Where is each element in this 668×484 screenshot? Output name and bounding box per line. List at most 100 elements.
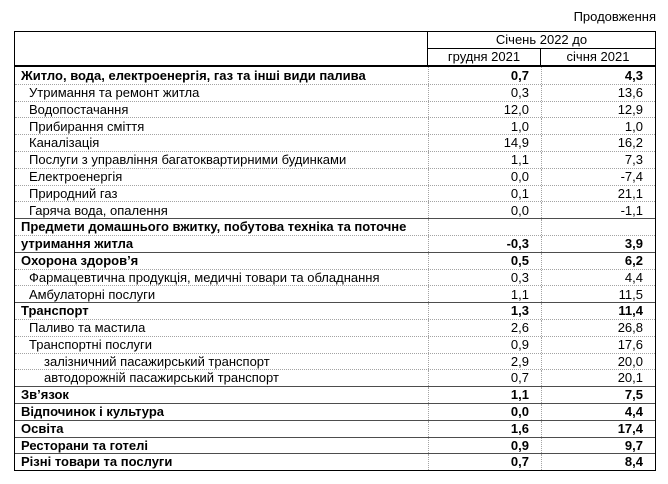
value-jan-cell: 20,1 [541, 370, 655, 387]
value-dec-cell: 14,9 [428, 135, 541, 151]
value-dec-cell: 0,0 [428, 202, 541, 219]
value-dec-cell: 0,7 [428, 454, 541, 471]
value-jan-cell: 7,5 [541, 387, 655, 403]
row-label-cell: Різні товари та послуги [21, 454, 173, 470]
row-label-cell: Предмети домашнього вжитку, побутова тех… [21, 219, 407, 235]
value-jan-cell: 11,4 [541, 303, 655, 319]
row-label-cell: Амбулаторні послуги [29, 286, 156, 302]
value-jan-cell: 13,6 [541, 84, 655, 101]
table-row: Послуги з управління багатоквартирними б… [15, 150, 655, 168]
row-label-cell: Гаряча вода, опалення [29, 202, 168, 218]
table-row: Водопостачання 12,0 12,9 [15, 100, 655, 118]
table-row: Паливо та мастила 2,6 26,8 [15, 318, 655, 336]
value-dec-cell: 0,7 [428, 370, 541, 387]
row-label-cell: Паливо та мастила [29, 320, 146, 336]
table-row: Житло, вода, електроенергія, газ та інші… [15, 67, 655, 84]
value-jan-cell: 1,0 [541, 118, 655, 135]
value-jan-cell: 6,2 [541, 252, 655, 269]
row-label-cell: Відпочинок і культура [21, 404, 164, 420]
row-label-cell: Каналізація [29, 135, 100, 151]
table-row: Відпочинок і культура 0,0 4,4 [15, 402, 655, 420]
value-jan-cell: 17,6 [541, 336, 655, 353]
table-row: Утримання та ремонт житла 0,3 13,6 [15, 83, 655, 101]
table-row: Фармацевтична продукція, медичні товари … [15, 268, 655, 286]
row-label-cell: Електроенергія [29, 168, 123, 184]
row-label-cell: Послуги з управління багатоквартирними б… [29, 152, 347, 168]
value-dec-cell: 0,0 [428, 403, 541, 420]
row-label-cell: Ресторани та готелі [21, 437, 148, 453]
value-dec-cell: 0,9 [428, 336, 541, 353]
value-jan-cell: 12,9 [541, 101, 655, 118]
table-row: Освіта 1,6 17,4 [15, 419, 655, 437]
value-jan-cell: 7,3 [541, 151, 655, 168]
value-jan-cell: 20,0 [541, 353, 655, 370]
row-label-cell: автодорожній пасажирський транспорт [44, 370, 279, 386]
value-jan-cell: 16,2 [541, 135, 655, 151]
table-header: Січень 2022 до грудня 2021 січня 2021 [15, 32, 655, 67]
table-row: Охорона здоров’я 0,5 6,2 [15, 251, 655, 269]
row-label-cell: Прибирання сміття [29, 118, 145, 134]
value-jan-cell: -7,4 [541, 168, 655, 185]
row-label-cell: утримання житла [21, 236, 134, 252]
table-row: залізничний пасажирський транспорт 2,9 2… [15, 352, 655, 370]
value-dec-cell: 1,6 [428, 420, 541, 437]
row-label-cell: залізничний пасажирський транспорт [44, 353, 270, 369]
header-col-december: грудня 2021 [428, 49, 541, 65]
header-subcolumns: грудня 2021 січня 2021 [428, 49, 655, 65]
value-dec-cell: 1,1 [428, 151, 541, 168]
value-dec-cell: 2,6 [428, 319, 541, 336]
value-dec-cell: 1,0 [428, 118, 541, 135]
row-label-cell: Освіта [21, 420, 64, 436]
table-row: Зв’язок 1,1 7,5 [15, 386, 655, 403]
value-dec-cell: 0,3 [428, 84, 541, 101]
value-jan-cell: 4,4 [541, 403, 655, 420]
value-jan-cell: 4,4 [541, 269, 655, 286]
value-dec-cell: 1,3 [428, 303, 541, 319]
header-label-cell [15, 32, 428, 65]
value-dec-cell [428, 219, 541, 235]
header-span-label: Січень 2022 до [428, 32, 655, 49]
value-dec-cell: 0,1 [428, 185, 541, 202]
continuation-label: Продовження [573, 9, 656, 24]
value-dec-cell: 0,9 [428, 437, 541, 454]
table-row: автодорожній пасажирський транспорт 0,7 … [15, 369, 655, 387]
table-row: Транспортні послуги 0,9 17,6 [15, 335, 655, 353]
table-row: Ресторани та готелі 0,9 9,7 [15, 436, 655, 454]
value-dec-cell: 0,5 [428, 252, 541, 269]
value-jan-cell: 11,5 [541, 286, 655, 303]
table-row: Транспорт 1,3 11,4 [15, 302, 655, 319]
row-label-cell: Транспорт [21, 303, 89, 319]
row-label-cell: Охорона здоров’я [21, 252, 139, 268]
row-label-cell: Утримання та ремонт житла [29, 84, 200, 100]
table-row: Природний газ 0,1 21,1 [15, 184, 655, 202]
row-label-cell: Водопостачання [29, 101, 129, 117]
value-dec-cell: 1,1 [428, 387, 541, 403]
value-jan-cell: -1,1 [541, 202, 655, 219]
value-dec-cell: 0,0 [428, 168, 541, 185]
value-jan-cell: 3,9 [541, 235, 655, 252]
value-jan-cell [541, 219, 655, 235]
value-dec-cell: 0,7 [428, 67, 541, 84]
value-dec-cell: 0,3 [428, 269, 541, 286]
table-row: Електроенергія 0,0 -7,4 [15, 167, 655, 185]
table-row: Гаряча вода, опалення 0,0 -1,1 [15, 201, 655, 219]
cpi-table: Січень 2022 до грудня 2021 січня 2021 Жи… [14, 31, 656, 472]
value-dec-cell: 1,1 [428, 286, 541, 303]
table-row: Предмети домашнього вжитку, побутова тех… [15, 218, 655, 235]
row-label-cell: Зв’язок [21, 387, 69, 403]
table-body: Житло, вода, електроенергія, газ та інші… [15, 67, 655, 471]
value-jan-cell: 21,1 [541, 185, 655, 202]
value-jan-cell: 8,4 [541, 454, 655, 471]
value-dec-cell: 2,9 [428, 353, 541, 370]
table-row: утримання житла -0,3 3,9 [15, 234, 655, 252]
row-label-cell: Природний газ [29, 185, 118, 201]
table-row: Амбулаторні послуги 1,1 11,5 [15, 285, 655, 303]
value-jan-cell: 26,8 [541, 319, 655, 336]
table-row: Різні товари та послуги 0,7 8,4 [15, 453, 655, 471]
value-jan-cell: 17,4 [541, 420, 655, 437]
table-row: Прибирання сміття 1,0 1,0 [15, 117, 655, 135]
header-period-group: Січень 2022 до грудня 2021 січня 2021 [428, 32, 655, 65]
row-label-cell: Житло, вода, електроенергія, газ та інші… [21, 67, 366, 83]
value-jan-cell: 9,7 [541, 437, 655, 454]
